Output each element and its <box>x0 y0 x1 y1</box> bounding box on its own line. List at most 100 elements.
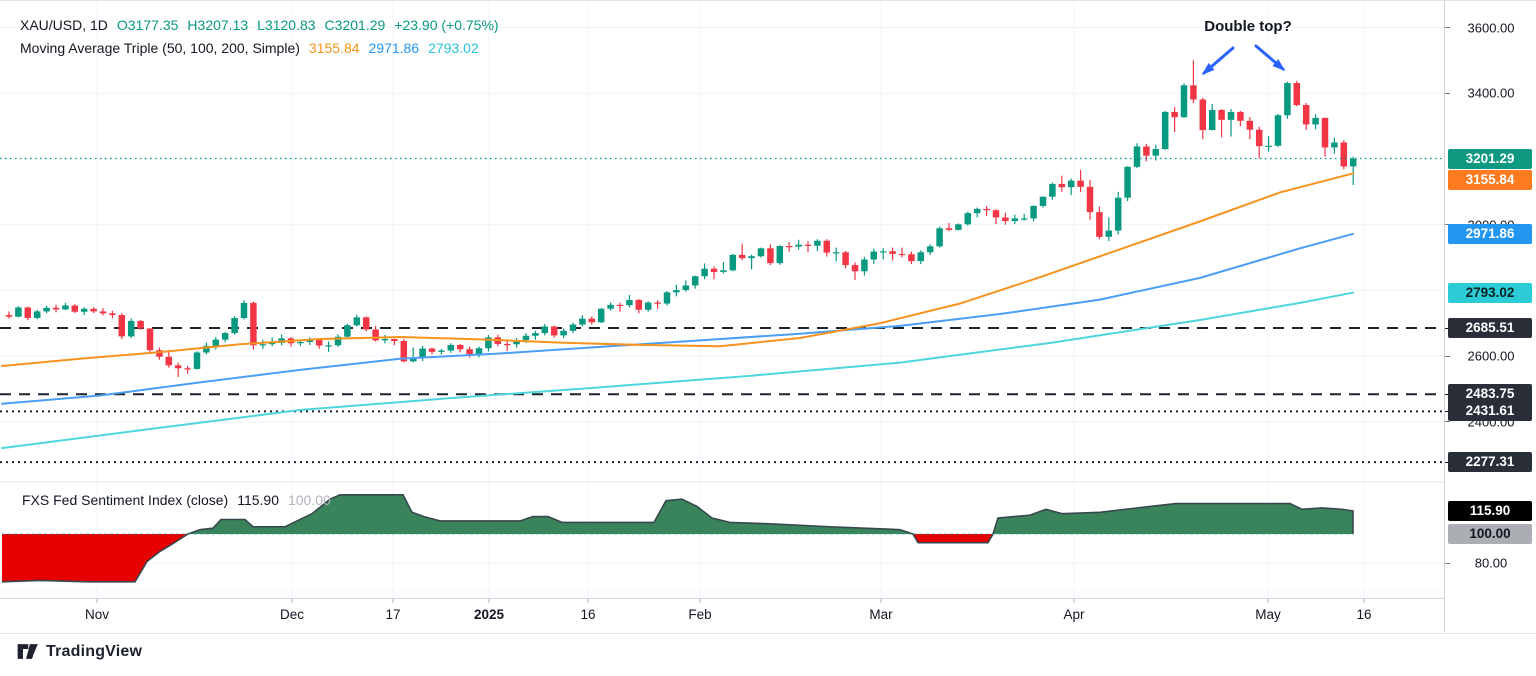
candle-body <box>259 344 267 346</box>
time-axis-tick <box>488 599 490 603</box>
candle-body <box>400 340 408 362</box>
sentiment-base-value: 100.00 <box>287 492 331 508</box>
candle-body <box>720 270 727 272</box>
candle-body <box>532 333 539 336</box>
candle-body <box>1114 197 1122 231</box>
candle-body <box>908 254 915 262</box>
time-axis-label: Nov <box>84 607 110 622</box>
candle-body <box>33 311 41 318</box>
tradingview-logo[interactable]: TradingView <box>16 640 142 663</box>
candle-body <box>1293 83 1301 106</box>
ma-indicator-title: Moving Average Triple (50, 100, 200, Sim… <box>20 40 300 56</box>
candle-body <box>428 348 436 352</box>
candle-body <box>917 252 925 262</box>
candle-body <box>522 335 530 340</box>
candle-body <box>729 254 737 271</box>
tradingview-logo-text: TradingView <box>46 642 143 660</box>
time-axis-label: 16 <box>1356 607 1372 622</box>
axis-price-badge: 2483.75 <box>1448 384 1532 405</box>
candle-body <box>1208 109 1216 131</box>
candle-body <box>372 329 379 341</box>
candle-body <box>842 252 849 266</box>
candle-body <box>174 365 182 369</box>
price-axis[interactable]: 3600.003400.003000.002600.002400.0080.00… <box>1444 1 1536 632</box>
candle-body <box>804 244 812 246</box>
time-axis-label: Dec <box>279 607 305 622</box>
candle-body <box>795 244 802 247</box>
candle-body <box>250 302 257 346</box>
candle-body <box>353 317 361 326</box>
candle-body <box>1180 85 1188 118</box>
candle-body <box>184 368 191 370</box>
candle-body <box>1237 111 1244 121</box>
price-and-sentiment-panes[interactable] <box>0 1 1444 598</box>
sentiment-legend-row[interactable]: FXS Fed Sentiment Index (close) 115.90 1… <box>22 492 331 508</box>
time-axis-label: 17 <box>385 607 401 622</box>
candle-body <box>1171 111 1178 118</box>
candle-body <box>203 345 210 353</box>
candle-body <box>738 254 746 259</box>
candle-body <box>156 350 163 357</box>
candle-body <box>616 304 624 307</box>
candle-body <box>1302 105 1310 125</box>
axis-tick-mark <box>1445 421 1450 423</box>
candle-body <box>52 307 60 310</box>
sma50-value: 3155.84 <box>308 40 360 56</box>
candle-body <box>1096 212 1103 237</box>
time-axis-tick <box>392 599 394 603</box>
candle-body <box>1199 99 1207 131</box>
candle-body <box>861 259 868 272</box>
candle-body <box>983 208 990 211</box>
candle-body <box>1124 166 1131 198</box>
candle-body <box>62 305 69 310</box>
candle-body <box>1143 146 1150 156</box>
candle-body <box>1077 180 1084 187</box>
sentiment-outline <box>1 494 1354 583</box>
candle-body <box>80 308 88 312</box>
candle-body <box>955 224 962 230</box>
arrow-head <box>1272 59 1286 71</box>
candle-body <box>851 265 859 272</box>
candle-body <box>1161 111 1169 150</box>
tradingview-logo-icon <box>17 644 38 659</box>
candle-body <box>1227 111 1235 120</box>
time-axis-tick <box>1267 599 1269 603</box>
ma-legend-row[interactable]: Moving Average Triple (50, 100, 200, Sim… <box>20 40 479 56</box>
candle-body <box>221 333 229 340</box>
arrow-head <box>1201 63 1215 75</box>
candle-body <box>701 268 708 277</box>
candle-body <box>344 325 351 337</box>
candle-body <box>297 341 304 344</box>
symbol-title: XAU/USD, 1D <box>20 17 108 33</box>
double-top-annotation[interactable]: Double top? <box>1204 18 1292 35</box>
gridlines <box>0 1 1444 598</box>
candle-body <box>569 324 577 331</box>
candle-body <box>654 302 661 304</box>
candles-group <box>5 60 1357 378</box>
candle-body <box>109 313 116 316</box>
candle-body <box>663 292 671 304</box>
time-axis-tick <box>1363 599 1365 603</box>
axis-price-badge: 2685.51 <box>1448 318 1532 338</box>
axis-price-badge: 3155.84 <box>1448 169 1532 190</box>
candle-body <box>325 345 332 347</box>
candle-body <box>475 348 483 355</box>
time-axis-tick <box>96 599 98 603</box>
time-axis[interactable]: Nov Dec 17 2025 16 Feb Mar Apr May 16 <box>0 598 1536 634</box>
time-axis-label: 16 <box>580 607 596 622</box>
axis-price-badge: 3201.29 <box>1448 148 1532 169</box>
ohlc-high: H3207.13 <box>187 17 249 33</box>
candle-body <box>757 248 765 257</box>
candle-body <box>550 326 558 336</box>
candle-body <box>1274 115 1282 146</box>
candle-body <box>748 256 755 259</box>
axis-price-badge: 2431.61 <box>1448 401 1532 422</box>
candle-body <box>879 251 887 253</box>
ohlc-open: O3177.35 <box>116 17 179 33</box>
symbol-legend-row[interactable]: XAU/USD, 1D O3177.35 H3207.13 L3120.83 C… <box>20 17 499 33</box>
candle-body <box>71 305 79 312</box>
candle-body <box>381 339 389 341</box>
candle-body <box>466 349 473 355</box>
candle-body <box>165 356 173 366</box>
